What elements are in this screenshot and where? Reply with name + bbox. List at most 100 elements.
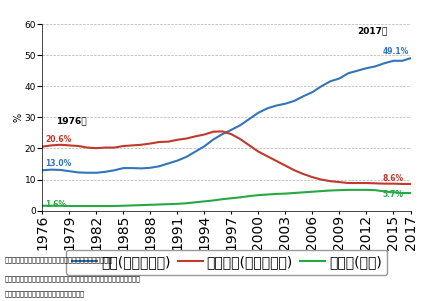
大学院(女子) bbox=[184, 201, 189, 205]
大学(学部，女子) bbox=[229, 128, 234, 132]
Legend: 大学(学部，女子), 短期大学(本科，女子), 大学院(女子): 大学(学部，女子), 短期大学(本科，女子), 大学院(女子) bbox=[66, 250, 388, 275]
大学院(女子) bbox=[175, 202, 180, 206]
大学院(女子) bbox=[121, 204, 126, 207]
大学院(女子) bbox=[355, 188, 360, 192]
大学(学部，女子) bbox=[193, 150, 198, 154]
Text: 2017年: 2017年 bbox=[357, 26, 388, 36]
大学院(女子) bbox=[130, 203, 135, 207]
大学(学部，女子) bbox=[103, 170, 108, 174]
Line: 大学院(女子): 大学院(女子) bbox=[42, 190, 411, 206]
大学院(女子) bbox=[256, 193, 261, 197]
短期大学(本科，女子) bbox=[166, 140, 171, 144]
Text: 1976年: 1976年 bbox=[56, 116, 86, 126]
大学院(女子) bbox=[103, 204, 108, 208]
Text: 5.7%: 5.7% bbox=[382, 190, 404, 199]
大学院(女子) bbox=[112, 204, 117, 208]
大学(学部，女子) bbox=[373, 65, 378, 68]
短期大学(本科，女子) bbox=[76, 144, 81, 148]
短期大学(本科，女子) bbox=[148, 142, 153, 145]
大学院(女子) bbox=[148, 203, 153, 206]
大学(学部，女子) bbox=[355, 69, 360, 73]
大学院(女子) bbox=[391, 191, 396, 194]
短期大学(本科，女子) bbox=[139, 143, 144, 147]
短期大学(本科，女子) bbox=[274, 159, 279, 163]
短期大学(本科，女子) bbox=[211, 130, 216, 134]
大学(学部，女子) bbox=[85, 171, 90, 175]
大学(学部，女子) bbox=[238, 123, 243, 127]
大学(学部，女子) bbox=[400, 59, 405, 63]
短期大学(本科，女子) bbox=[103, 146, 108, 149]
短期大学(本科，女子) bbox=[85, 146, 90, 149]
短期大学(本科，女子) bbox=[247, 144, 252, 147]
Line: 大学(学部，女子): 大学(学部，女子) bbox=[42, 58, 411, 173]
大学院(女子) bbox=[49, 204, 54, 207]
Text: （東京一極集中の動向と要因について）: （東京一極集中の動向と要因について） bbox=[4, 290, 84, 296]
短期大学(本科，女子) bbox=[238, 137, 243, 141]
大学院(女子) bbox=[247, 194, 252, 198]
大学院(女子) bbox=[310, 190, 315, 194]
Text: 49.1%: 49.1% bbox=[382, 47, 409, 56]
短期大学(本科，女子) bbox=[121, 144, 126, 148]
短期大学(本科，女子) bbox=[364, 181, 369, 185]
大学(学部，女子) bbox=[292, 99, 297, 103]
大学院(女子) bbox=[58, 204, 63, 207]
大学(学部，女子) bbox=[274, 104, 279, 107]
大学院(女子) bbox=[76, 204, 81, 208]
短期大学(本科，女子) bbox=[301, 172, 306, 176]
大学院(女子) bbox=[319, 189, 324, 193]
Text: 20.6%: 20.6% bbox=[45, 135, 71, 144]
短期大学(本科，女子) bbox=[391, 182, 396, 185]
大学(学部，女子) bbox=[391, 59, 396, 63]
大学院(女子) bbox=[373, 188, 378, 192]
短期大学(本科，女子) bbox=[355, 181, 360, 185]
大学(学部，女子) bbox=[256, 111, 261, 115]
短期大学(本科，女子) bbox=[400, 182, 405, 186]
大学院(女子) bbox=[211, 199, 216, 202]
短期大学(本科，女子) bbox=[157, 140, 162, 144]
大学(学部，女子) bbox=[202, 144, 207, 148]
大学院(女子) bbox=[283, 192, 288, 195]
Line: 短期大学(本科，女子): 短期大学(本科，女子) bbox=[42, 131, 411, 184]
大学院(女子) bbox=[346, 188, 351, 192]
大学院(女子) bbox=[364, 188, 369, 192]
大学院(女子) bbox=[409, 191, 414, 195]
大学(学部，女子) bbox=[112, 169, 117, 172]
大学(学部，女子) bbox=[346, 71, 351, 75]
大学(学部，女子) bbox=[337, 77, 342, 80]
大学(学部，女子) bbox=[184, 155, 189, 159]
短期大学(本科，女子) bbox=[184, 137, 189, 140]
大学(学部，女子) bbox=[40, 169, 45, 172]
大学(学部，女子) bbox=[247, 117, 252, 121]
大学(学部，女子) bbox=[283, 102, 288, 106]
大学(学部，女子) bbox=[211, 138, 216, 141]
短期大学(本科，女子) bbox=[49, 144, 54, 147]
短期大学(本科，女子) bbox=[130, 144, 135, 147]
Text: 1.6%: 1.6% bbox=[45, 200, 66, 209]
大学(学部，女子) bbox=[265, 107, 270, 110]
大学院(女子) bbox=[337, 188, 342, 192]
短期大学(本科，女子) bbox=[112, 146, 117, 149]
短期大学(本科，女子) bbox=[346, 181, 351, 185]
大学(学部，女子) bbox=[328, 79, 333, 83]
短期大学(本科，女子) bbox=[292, 169, 297, 172]
大学(学部，女子) bbox=[67, 169, 72, 173]
大学(学部，女子) bbox=[175, 159, 180, 163]
大学院(女子) bbox=[229, 197, 234, 200]
短期大学(本科，女子) bbox=[40, 145, 45, 148]
大学(学部，女子) bbox=[319, 85, 324, 88]
短期大学(本科，女子) bbox=[256, 150, 261, 154]
大学院(女子) bbox=[94, 204, 99, 208]
大学(学部，女子) bbox=[130, 166, 135, 170]
大学院(女子) bbox=[301, 191, 306, 194]
大学院(女子) bbox=[157, 203, 162, 206]
短期大学(本科，女子) bbox=[409, 182, 414, 186]
Y-axis label: %: % bbox=[13, 113, 23, 122]
大学院(女子) bbox=[328, 189, 333, 192]
短期大学(本科，女子) bbox=[202, 133, 207, 136]
大学院(女子) bbox=[85, 204, 90, 208]
大学院(女子) bbox=[40, 204, 45, 207]
短期大学(本科，女子) bbox=[328, 179, 333, 183]
大学(学部，女子) bbox=[139, 166, 144, 170]
短期大学(本科，女子) bbox=[373, 182, 378, 185]
短期大学(本科，女子) bbox=[382, 182, 387, 185]
